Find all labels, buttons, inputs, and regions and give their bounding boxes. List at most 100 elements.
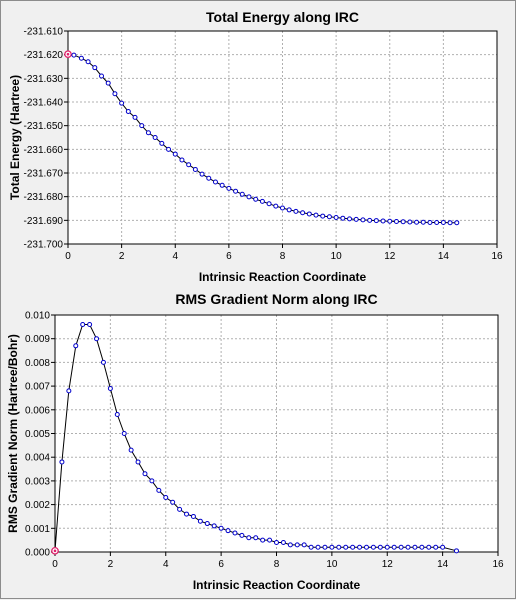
data-point — [260, 537, 266, 543]
y-tick-label: 0.000 — [25, 548, 50, 559]
x-tick-label: 16 — [491, 251, 503, 262]
data-point — [156, 487, 162, 493]
y-tick-label: 0.004 — [25, 453, 50, 464]
data-point — [253, 535, 259, 541]
data-point — [107, 385, 113, 391]
data-point — [294, 542, 300, 548]
data-point — [267, 537, 273, 543]
data-point — [353, 216, 359, 222]
data-point — [393, 219, 399, 225]
data-point — [179, 157, 185, 163]
data-point — [177, 506, 183, 512]
data-point — [412, 544, 418, 550]
data-point — [301, 542, 307, 548]
data-point — [407, 219, 413, 225]
data-point — [219, 182, 225, 188]
data-point — [434, 219, 440, 225]
y-tick-label: 0.003 — [25, 476, 50, 487]
data-point — [293, 208, 299, 214]
data-point — [387, 218, 393, 224]
data-point — [100, 359, 106, 365]
data-point — [398, 544, 404, 550]
data-point — [94, 336, 100, 342]
x-tick-label: 8 — [274, 559, 280, 570]
data-point — [405, 544, 411, 550]
data-point — [225, 528, 231, 534]
data-point — [440, 219, 446, 225]
x-tick-label: 2 — [108, 559, 114, 570]
data-point — [163, 494, 169, 500]
data-point — [380, 218, 386, 224]
chart-title: Total Energy along IRC — [206, 9, 359, 25]
data-point — [363, 544, 369, 550]
data-point — [280, 540, 286, 546]
data-point — [273, 203, 279, 209]
data-point — [142, 471, 148, 477]
data-point — [71, 52, 77, 58]
data-point — [340, 215, 346, 221]
data-point — [433, 544, 439, 550]
y-tick-label: -231.690 — [24, 216, 64, 227]
data-point — [320, 213, 326, 219]
data-point — [313, 212, 319, 218]
x-tick-label: 8 — [280, 251, 286, 262]
data-point — [253, 196, 259, 202]
chart-title: RMS Gradient Norm along IRC — [175, 291, 377, 307]
y-axis-label: Total Energy (Hartree) — [8, 75, 22, 200]
data-point — [367, 217, 373, 223]
data-point — [286, 207, 292, 213]
data-point — [206, 175, 212, 181]
x-axis-label: Intrinsic Reaction Coordinate — [199, 270, 367, 284]
y-tick-label: 0.002 — [25, 500, 50, 511]
y-tick-label: 0.005 — [25, 429, 50, 440]
data-point — [87, 321, 93, 327]
data-point — [306, 211, 312, 217]
data-point — [233, 188, 239, 194]
data-point — [145, 130, 151, 136]
x-tick-label: 2 — [119, 251, 125, 262]
data-point — [400, 219, 406, 225]
x-tick-label: 4 — [172, 251, 178, 262]
data-point — [184, 511, 190, 517]
data-point — [211, 523, 217, 529]
data-point — [426, 544, 432, 550]
y-tick-label: 0.001 — [25, 524, 50, 535]
x-tick-label: 6 — [218, 559, 224, 570]
x-tick-label: 6 — [226, 251, 232, 262]
data-point — [384, 544, 390, 550]
data-point — [212, 179, 218, 185]
y-tick-label: 0.010 — [25, 311, 50, 322]
x-tick-label: 0 — [65, 251, 71, 262]
data-point — [419, 544, 425, 550]
highlighted-data-point-center — [53, 549, 57, 553]
y-tick-label: -231.620 — [24, 50, 64, 61]
data-point — [357, 544, 363, 550]
y-tick-label: -231.700 — [24, 240, 64, 251]
data-point — [166, 146, 172, 152]
y-tick-label: 0.006 — [25, 405, 50, 416]
x-tick-label: 14 — [437, 559, 449, 570]
data-point — [239, 532, 245, 538]
y-tick-label: -231.680 — [24, 192, 64, 203]
data-point — [80, 321, 86, 327]
data-point — [370, 544, 376, 550]
x-tick-label: 16 — [492, 559, 504, 570]
data-point — [259, 198, 265, 204]
data-point — [73, 343, 79, 349]
data-point — [300, 210, 306, 216]
data-point — [414, 219, 420, 225]
data-point — [427, 219, 433, 225]
y-tick-label: 0.008 — [25, 358, 50, 369]
data-point — [239, 191, 245, 197]
data-point — [114, 412, 120, 418]
data-point — [246, 194, 252, 200]
data-point — [333, 214, 339, 220]
data-point — [197, 518, 203, 524]
data-point — [420, 219, 426, 225]
x-tick-label: 12 — [382, 559, 394, 570]
data-point — [391, 544, 397, 550]
data-point — [322, 544, 328, 550]
data-point — [186, 162, 192, 168]
